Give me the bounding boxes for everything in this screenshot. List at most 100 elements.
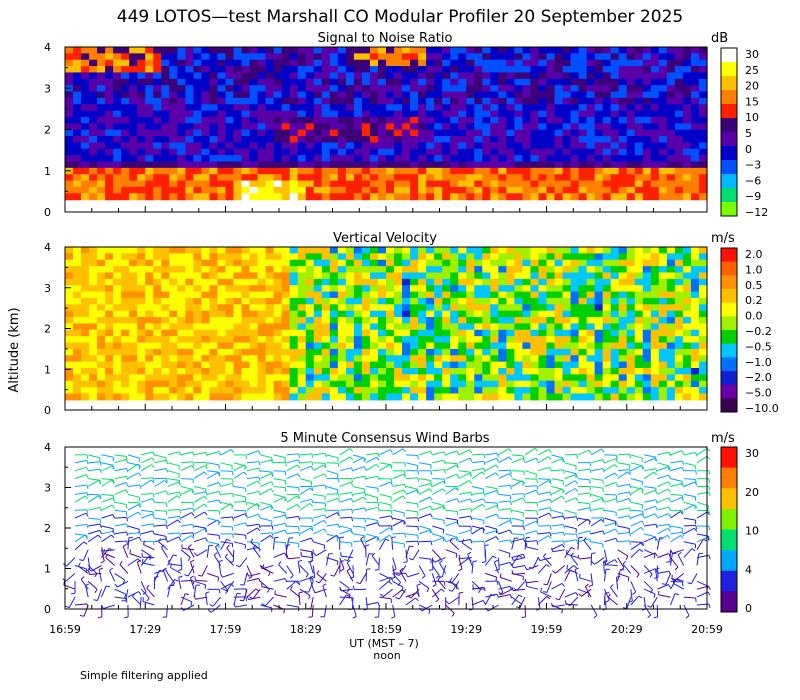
heatmap-cell <box>337 129 347 137</box>
heatmap-cell <box>418 180 427 188</box>
heatmap-cell <box>562 104 572 112</box>
heatmap-cell <box>121 317 130 325</box>
heatmap-cell <box>618 285 628 293</box>
heatmap-cell <box>602 136 612 143</box>
heatmap-cell <box>698 285 708 293</box>
wind-barb-feather <box>226 544 230 549</box>
wind-barb <box>352 454 365 459</box>
heatmap-cell <box>426 161 435 169</box>
heatmap-cell <box>562 367 572 375</box>
heatmap-cell <box>177 59 186 67</box>
wind-barb-feather <box>158 538 162 543</box>
heatmap-cell <box>450 259 459 267</box>
heatmap-cell <box>361 193 371 201</box>
heatmap-cell <box>410 285 419 293</box>
heatmap-cell <box>257 161 267 169</box>
wind-barb-feather <box>114 583 118 588</box>
wind-barb-feather <box>337 463 340 468</box>
heatmap-cell <box>257 97 267 105</box>
heatmap-cell <box>498 361 507 369</box>
wind-barb-feather <box>415 597 419 602</box>
heatmap-cell <box>650 193 660 201</box>
heatmap-cell <box>129 342 138 350</box>
heatmap-cell <box>177 266 186 274</box>
wind-barb <box>141 477 154 480</box>
heatmap-cell <box>185 148 195 156</box>
heatmap-cell <box>297 180 307 188</box>
wind-barb-feather <box>284 529 288 534</box>
heatmap-cell <box>233 123 243 131</box>
wind-barb-feather <box>99 507 102 512</box>
heatmap-cell <box>145 66 154 74</box>
heatmap-cell <box>546 272 556 280</box>
heatmap-cell <box>193 323 203 331</box>
heatmap-cell <box>642 59 652 67</box>
heatmap-cell <box>458 278 467 286</box>
heatmap-cell <box>73 310 82 318</box>
wind-barb <box>379 534 390 543</box>
wind-barb <box>398 565 407 576</box>
heatmap-cell <box>289 367 299 375</box>
heatmap-cell <box>305 85 315 93</box>
heatmap-cell <box>145 247 154 254</box>
heatmap-cell <box>506 329 516 337</box>
heatmap-cell <box>217 266 227 274</box>
heatmap-cell <box>169 361 178 369</box>
heatmap-cell <box>65 317 74 325</box>
heatmap-cell <box>185 304 195 312</box>
heatmap-cell <box>514 123 524 131</box>
heatmap-cell <box>594 367 604 375</box>
wind-barb-feather <box>111 504 116 509</box>
heatmap-cell <box>169 97 178 105</box>
heatmap-cell <box>658 336 668 344</box>
heatmap-cell <box>690 72 700 80</box>
heatmap-cell <box>369 285 379 293</box>
heatmap-cell <box>369 380 379 388</box>
heatmap-cell <box>153 85 162 93</box>
heatmap-cell <box>610 329 620 337</box>
heatmap-cell <box>305 116 315 124</box>
heatmap-cell <box>209 367 219 375</box>
heatmap-cell <box>113 266 122 274</box>
wind-barb <box>326 470 339 475</box>
wind-barb <box>193 511 205 519</box>
heatmap-cell <box>394 367 403 375</box>
wind-barb <box>313 462 326 464</box>
heatmap-cell <box>498 193 507 201</box>
heatmap-cell <box>225 193 235 201</box>
heatmap-cell <box>402 129 411 137</box>
heatmap-cell <box>698 348 708 356</box>
heatmap-cell <box>610 361 620 369</box>
wind-barb <box>193 491 206 495</box>
heatmap-cell <box>193 123 203 131</box>
heatmap-cell <box>658 97 668 105</box>
heatmap-cell <box>129 174 138 182</box>
heatmap-cell <box>426 174 435 182</box>
heatmap-cell <box>329 161 339 169</box>
wind-barb <box>127 525 140 530</box>
heatmap-cell <box>225 155 235 163</box>
wind-barb-feather <box>308 595 311 600</box>
heatmap-cell <box>434 380 443 388</box>
wind-barb <box>101 462 114 466</box>
heatmap-cell <box>169 161 178 169</box>
wind-barb-feather <box>232 533 234 538</box>
heatmap-cell <box>145 193 154 201</box>
heatmap-cell <box>690 180 700 188</box>
heatmap-cell <box>369 66 379 74</box>
heatmap-cell <box>538 167 548 175</box>
heatmap-cell <box>169 85 178 93</box>
colorbar-label: 30 <box>745 48 759 61</box>
heatmap-cell <box>610 367 620 375</box>
heatmap-cell <box>522 59 532 67</box>
heatmap-cell <box>209 123 219 131</box>
heatmap-cell <box>273 116 283 124</box>
heatmap-cell <box>466 136 475 143</box>
heatmap-cell <box>426 123 435 131</box>
heatmap-cell <box>121 380 130 388</box>
heatmap-cell <box>578 253 588 261</box>
heatmap-cell <box>418 247 427 254</box>
wind-barb-feather <box>298 581 300 586</box>
heatmap-cell <box>297 247 307 254</box>
heatmap-cell <box>257 78 267 86</box>
